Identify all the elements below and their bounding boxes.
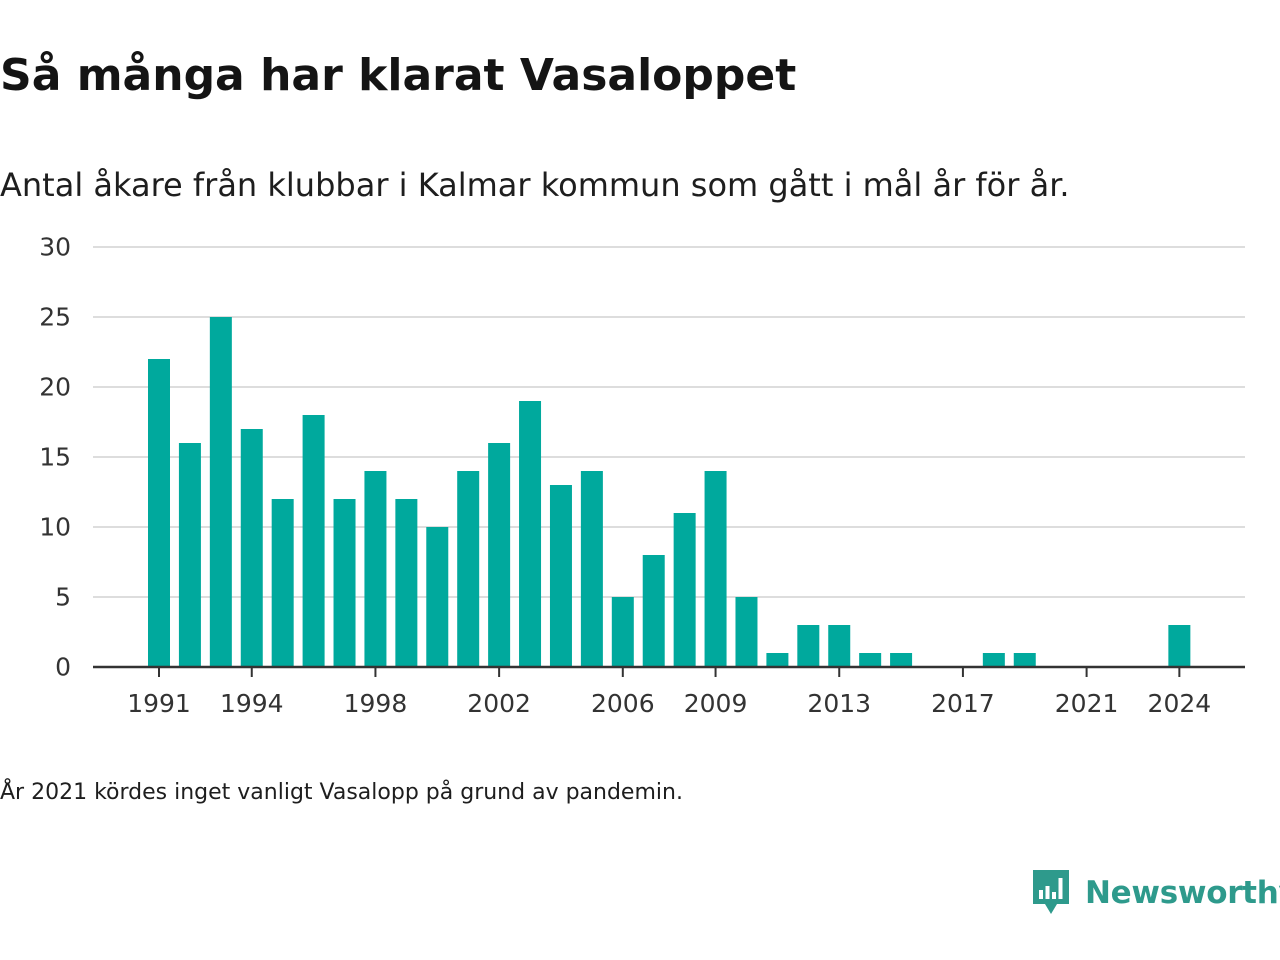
x-tick-label: 2017	[931, 689, 995, 718]
bar-2014	[859, 653, 882, 667]
bar-2013	[828, 625, 851, 667]
x-tick-label: 1991	[127, 689, 191, 718]
x-tick-label: 1998	[344, 689, 408, 718]
y-tick-label: 0	[55, 653, 71, 682]
y-tick-label: 30	[39, 233, 71, 262]
bar-1998	[364, 471, 387, 667]
bar-2018	[982, 653, 1005, 667]
gridlines	[93, 246, 1245, 598]
bar-1993	[209, 317, 232, 667]
x-axis-labels: 1991 1994 1998 2002 2006 2009 2013 2017 2021 2024	[127, 689, 1211, 718]
bar-2000	[426, 527, 449, 667]
bar-1997	[333, 499, 356, 667]
bar-2012	[797, 625, 820, 667]
bar-1994	[240, 429, 263, 667]
bar-chart: 0 5 10 15 20 25 30 1991 1994 1998 2002 2006 2009 201…	[39, 233, 1245, 718]
bar-2015	[890, 653, 913, 667]
x-axis	[93, 665, 1245, 677]
chart-subtitle: Antal åkare från klubbar i Kalmar kommun…	[0, 166, 1070, 204]
bar-2024	[1168, 625, 1191, 667]
brand-name: Newsworthy	[1085, 875, 1280, 911]
x-tick-label: 2024	[1148, 689, 1212, 718]
bar-1996	[302, 415, 325, 667]
bar-2009	[704, 471, 727, 667]
bar-2004	[549, 485, 572, 667]
x-tick-label: 2009	[684, 689, 748, 718]
bar-2005	[580, 471, 603, 667]
chart-title: Så många har klarat Vasaloppet	[0, 50, 797, 101]
bar-2008	[673, 513, 696, 667]
bars	[148, 317, 1191, 667]
y-tick-label: 5	[55, 583, 71, 612]
bar-2007	[642, 555, 665, 667]
y-tick-label: 25	[39, 303, 71, 332]
x-tick-label: 2021	[1055, 689, 1119, 718]
brand-logo[interactable]: Newsworthy	[1031, 868, 1280, 918]
bar-1992	[178, 443, 201, 667]
newsworthy-logo-icon	[1033, 870, 1069, 914]
bar-2002	[488, 443, 511, 667]
x-tick-label: 1994	[220, 689, 284, 718]
bar-2011	[766, 653, 789, 667]
y-tick-label: 15	[39, 443, 71, 472]
x-tick-label: 2002	[467, 689, 531, 718]
bar-1991	[148, 359, 170, 667]
x-tick-label: 2006	[591, 689, 655, 718]
footnote: År 2021 kördes inget vanligt Vasalopp på…	[0, 780, 683, 805]
bar-2010	[735, 597, 758, 667]
y-axis-labels: 0 5 10 15 20 25 30	[39, 233, 71, 682]
x-tick-label: 2013	[807, 689, 871, 718]
bar-1995	[271, 499, 294, 667]
bar-2003	[519, 401, 542, 667]
y-tick-label: 20	[39, 373, 71, 402]
bar-2019	[1013, 653, 1036, 667]
bar-2006	[611, 597, 634, 667]
bar-2001	[457, 471, 480, 667]
y-tick-label: 10	[39, 513, 71, 542]
bar-1999	[395, 499, 418, 667]
